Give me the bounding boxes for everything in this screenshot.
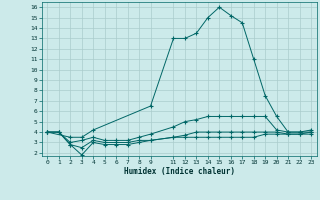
X-axis label: Humidex (Indice chaleur): Humidex (Indice chaleur) [124, 167, 235, 176]
